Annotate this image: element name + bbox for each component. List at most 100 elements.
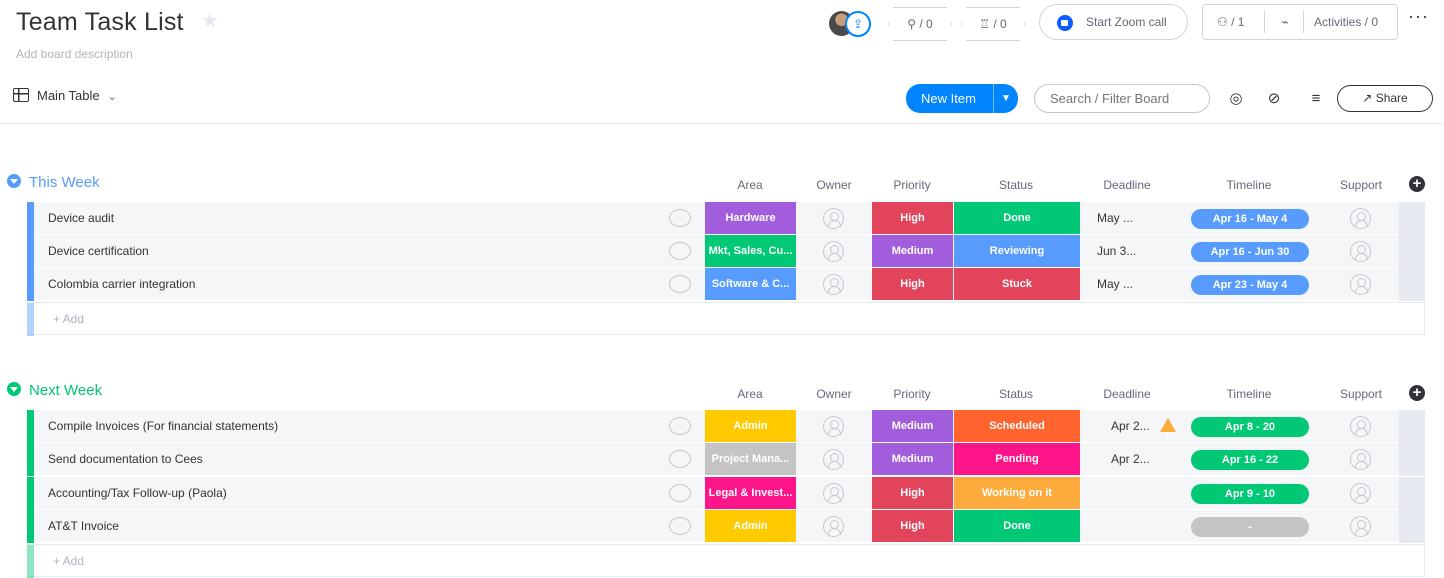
priority-cell[interactable]: Medium — [872, 410, 953, 442]
owner-avatar-icon[interactable] — [823, 483, 844, 504]
comment-icon[interactable] — [669, 450, 691, 468]
item-name[interactable]: Send documentation to Cees — [48, 452, 203, 466]
item-name[interactable]: Colombia carrier integration — [48, 277, 196, 291]
area-cell[interactable]: Admin — [705, 510, 796, 542]
support-avatar-icon[interactable] — [1350, 416, 1371, 437]
table-row[interactable]: Send documentation to Cees Project Mana.… — [27, 443, 1425, 476]
chevron-down-icon[interactable]: ▼ — [993, 84, 1018, 113]
column-header-support[interactable]: Support — [1339, 178, 1383, 192]
column-header-timeline[interactable]: Timeline — [1226, 178, 1272, 192]
filter-icon[interactable]: ≡ — [1311, 90, 1321, 107]
column-header-area[interactable]: Area — [737, 178, 763, 192]
status-cell[interactable]: Working on it — [954, 477, 1080, 509]
timeline-cell[interactable]: - — [1191, 517, 1309, 537]
table-row[interactable]: Accounting/Tax Follow-up (Paola) Legal &… — [27, 477, 1425, 510]
column-header-owner[interactable]: Owner — [816, 178, 852, 192]
deadline-cell[interactable]: Apr 2... — [1111, 452, 1150, 466]
priority-cell[interactable]: Medium — [872, 235, 953, 267]
table-row[interactable]: AT&T Invoice Admin High Done - — [27, 510, 1425, 543]
view-selector[interactable]: Main Table ⌄ — [13, 88, 117, 103]
deadline-cell[interactable]: May ... — [1097, 277, 1134, 291]
status-cell[interactable]: Pending — [954, 443, 1080, 475]
support-avatar-icon[interactable] — [1350, 449, 1371, 470]
support-avatar-icon[interactable] — [1350, 516, 1371, 537]
group-title[interactable]: Next Week — [29, 382, 103, 399]
area-cell[interactable]: Legal & Invest... — [705, 477, 796, 509]
comment-icon[interactable] — [669, 209, 691, 227]
deadline-cell[interactable]: Jun 3... — [1097, 244, 1137, 258]
timeline-cell[interactable]: Apr 8 - 20 — [1191, 417, 1309, 437]
priority-cell[interactable]: High — [872, 268, 953, 300]
table-row[interactable]: Device certification Mkt, Sales, Cu... M… — [27, 235, 1425, 268]
more-options-icon[interactable]: ··· — [1408, 6, 1429, 26]
add-item-label[interactable]: + Add — [53, 312, 85, 326]
board-description[interactable]: Add board description — [16, 47, 133, 61]
area-cell[interactable]: Project Mana... — [705, 443, 796, 475]
board-title[interactable]: Team Task List — [16, 8, 184, 36]
item-name[interactable]: Accounting/Tax Follow-up (Paola) — [48, 486, 227, 500]
column-header-owner[interactable]: Owner — [816, 387, 852, 401]
column-header-deadline[interactable]: Deadline — [1103, 387, 1151, 401]
support-avatar-icon[interactable] — [1350, 208, 1371, 229]
support-avatar-icon[interactable] — [1350, 483, 1371, 504]
support-avatar-icon[interactable] — [1350, 241, 1371, 262]
owner-avatar-icon[interactable] — [823, 208, 844, 229]
item-name[interactable]: Compile Invoices (For financial statemen… — [48, 419, 279, 433]
invite-member-icon[interactable]: ⇪ — [845, 11, 871, 37]
add-column-icon[interactable]: + — [1409, 176, 1425, 192]
owner-avatar-icon[interactable] — [823, 241, 844, 262]
status-cell[interactable]: Done — [954, 510, 1080, 542]
group-title[interactable]: This Week — [29, 174, 100, 191]
column-header-priority[interactable]: Priority — [893, 387, 931, 401]
status-cell[interactable]: Done — [954, 202, 1080, 234]
support-avatar-icon[interactable] — [1350, 274, 1371, 295]
timeline-cell[interactable]: Apr 16 - 22 — [1191, 450, 1309, 470]
owner-avatar-icon[interactable] — [823, 274, 844, 295]
comment-icon[interactable] — [669, 484, 691, 502]
invite-icon[interactable]: ⌁ — [1281, 15, 1289, 29]
collapse-icon[interactable] — [7, 174, 21, 188]
status-cell[interactable]: Stuck — [954, 268, 1080, 300]
item-name[interactable]: Device audit — [48, 211, 115, 225]
status-cell[interactable]: Scheduled — [954, 410, 1080, 442]
deadline-cell[interactable]: May ... — [1097, 211, 1134, 225]
automations-button[interactable]: ♖ / 0 — [961, 7, 1025, 41]
table-row[interactable]: Device audit Hardware High Done May ... … — [27, 202, 1425, 235]
timeline-cell[interactable]: Apr 16 - May 4 — [1191, 209, 1309, 229]
board-members[interactable]: ⇪ — [829, 11, 875, 37]
owner-avatar-icon[interactable] — [823, 516, 844, 537]
collapse-icon[interactable] — [7, 382, 21, 396]
column-header-status[interactable]: Status — [998, 178, 1034, 192]
owner-avatar-icon[interactable] — [823, 416, 844, 437]
priority-cell[interactable]: Medium — [872, 443, 953, 475]
person-filter-icon[interactable]: ◎ — [1229, 90, 1243, 107]
owner-avatar-icon[interactable] — [823, 449, 844, 470]
group-next-week-header[interactable]: Next Week — [7, 382, 102, 399]
item-name[interactable]: Device certification — [48, 244, 149, 258]
search-input[interactable] — [1034, 84, 1210, 113]
new-item-button[interactable]: New Item ▼ — [906, 84, 1018, 113]
timeline-cell[interactable]: Apr 16 - Jun 30 — [1191, 242, 1309, 262]
members-button[interactable]: ⚇ / 1 — [1217, 5, 1244, 39]
area-cell[interactable]: Admin — [705, 410, 796, 442]
column-header-priority[interactable]: Priority — [893, 178, 931, 192]
comment-icon[interactable] — [669, 242, 691, 260]
priority-cell[interactable]: High — [872, 510, 953, 542]
start-zoom-call-button[interactable]: Start Zoom call — [1039, 4, 1188, 40]
column-header-timeline[interactable]: Timeline — [1226, 387, 1272, 401]
column-header-deadline[interactable]: Deadline — [1103, 178, 1151, 192]
column-header-support[interactable]: Support — [1339, 387, 1383, 401]
column-header-status[interactable]: Status — [998, 387, 1034, 401]
status-cell[interactable]: Reviewing — [954, 235, 1080, 267]
share-button[interactable]: ↗ Share — [1337, 85, 1433, 112]
column-header-area[interactable]: Area — [737, 387, 763, 401]
deadline-cell[interactable]: Apr 2... — [1111, 410, 1176, 452]
priority-cell[interactable]: High — [872, 477, 953, 509]
integrations-button[interactable]: ⚲ / 0 — [888, 7, 952, 41]
add-item-row[interactable]: + Add — [27, 544, 1425, 578]
add-column-icon[interactable]: + — [1409, 385, 1425, 401]
add-item-row[interactable]: + Add — [27, 302, 1425, 336]
area-cell[interactable]: Mkt, Sales, Cu... — [705, 235, 796, 267]
comment-icon[interactable] — [669, 417, 691, 435]
table-row[interactable]: Compile Invoices (For financial statemen… — [27, 410, 1425, 452]
